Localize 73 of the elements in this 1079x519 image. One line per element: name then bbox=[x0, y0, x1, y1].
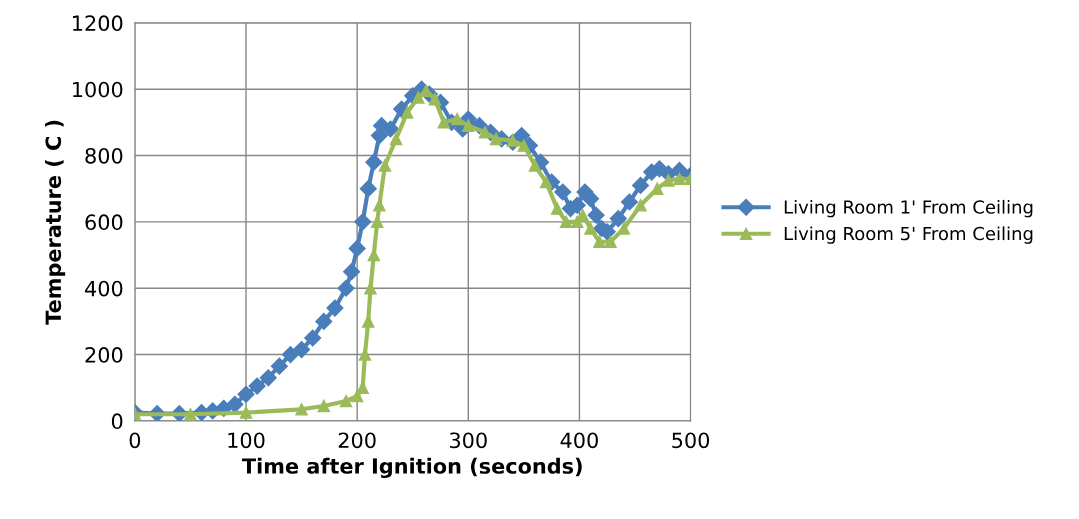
point bbox=[317, 399, 331, 413]
point bbox=[587, 206, 605, 224]
point bbox=[270, 357, 288, 375]
point bbox=[370, 215, 384, 229]
y-axis-title: Temperature ( C ) bbox=[45, 120, 66, 325]
point bbox=[554, 183, 572, 201]
point bbox=[609, 210, 627, 228]
point bbox=[339, 394, 353, 408]
point bbox=[559, 215, 573, 229]
x-tick-label: 0 bbox=[129, 432, 141, 449]
point bbox=[293, 341, 311, 359]
point bbox=[365, 153, 383, 171]
point bbox=[389, 132, 403, 146]
point bbox=[437, 116, 451, 129]
point bbox=[184, 408, 197, 421]
point bbox=[620, 193, 638, 211]
x-tick-label: 200 bbox=[338, 432, 376, 449]
x-tick-label: 100 bbox=[228, 432, 265, 449]
point bbox=[412, 91, 425, 104]
point bbox=[539, 175, 553, 189]
point bbox=[550, 202, 564, 215]
point bbox=[593, 235, 606, 249]
point bbox=[295, 403, 308, 416]
point bbox=[570, 215, 584, 229]
x-tick-label: 300 bbox=[449, 432, 487, 449]
point bbox=[304, 329, 322, 347]
point bbox=[673, 172, 686, 185]
y-tick-label: 600 bbox=[85, 214, 123, 231]
point bbox=[634, 199, 647, 212]
point bbox=[650, 182, 664, 195]
legend-label: Living Room 5' From Ceiling bbox=[784, 226, 1033, 244]
point bbox=[343, 263, 361, 281]
y-tick-label: 800 bbox=[85, 147, 123, 164]
y-tick-label: 1200 bbox=[73, 15, 123, 32]
point bbox=[239, 406, 253, 419]
y-tick-label: 400 bbox=[85, 280, 123, 297]
point bbox=[617, 222, 631, 235]
point bbox=[584, 222, 597, 235]
x-tick-label: 400 bbox=[560, 432, 598, 449]
point bbox=[517, 139, 531, 152]
y-tick-label: 200 bbox=[85, 347, 123, 363]
point bbox=[248, 377, 266, 395]
point bbox=[259, 369, 277, 387]
point bbox=[326, 299, 344, 317]
point bbox=[237, 385, 255, 403]
point bbox=[400, 106, 414, 119]
point bbox=[359, 180, 377, 198]
point bbox=[358, 348, 372, 361]
point bbox=[367, 248, 381, 262]
point bbox=[226, 395, 244, 413]
point bbox=[576, 208, 590, 222]
point bbox=[528, 159, 542, 172]
point bbox=[315, 312, 333, 330]
point bbox=[462, 119, 475, 132]
y-tick-label: 0 bbox=[111, 413, 123, 430]
x-axis-title: Time after Ignition (seconds) bbox=[241, 457, 582, 479]
point bbox=[631, 176, 650, 194]
point bbox=[354, 213, 372, 231]
point bbox=[337, 279, 355, 297]
point bbox=[604, 235, 617, 249]
point bbox=[581, 190, 600, 208]
legend-label: Living Room 1' From Ceiling bbox=[784, 199, 1033, 218]
point bbox=[489, 132, 503, 146]
y-tick-label: 1000 bbox=[73, 81, 123, 98]
point bbox=[450, 112, 464, 126]
point bbox=[513, 127, 531, 145]
point bbox=[348, 239, 366, 257]
point bbox=[662, 174, 675, 187]
x-tick-label: 500 bbox=[672, 432, 710, 449]
point bbox=[428, 92, 442, 106]
point bbox=[378, 159, 392, 172]
point bbox=[281, 346, 300, 364]
point bbox=[350, 389, 364, 403]
